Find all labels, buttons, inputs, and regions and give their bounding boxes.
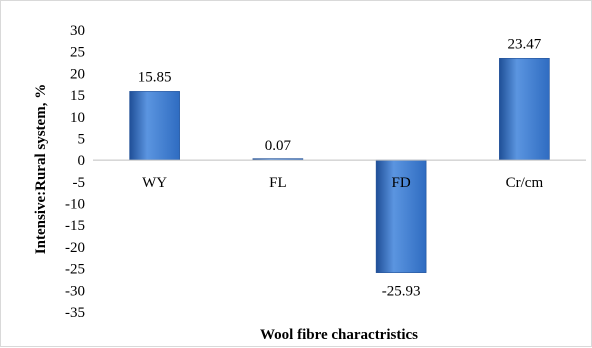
- data-label: -25.93: [382, 284, 421, 300]
- category-labels: WY FL FD Cr/cm: [142, 175, 543, 191]
- data-label: 15.85: [138, 69, 172, 85]
- category-label: FL: [269, 175, 287, 191]
- y-tick-label: -25: [65, 262, 85, 278]
- category-label: WY: [142, 175, 167, 191]
- y-tick-label: 0: [78, 153, 86, 169]
- y-tick-label: -35: [65, 305, 85, 321]
- y-tick-label: 15: [70, 88, 85, 104]
- x-axis-title: Wool fibre charactristics: [260, 327, 418, 343]
- y-tick-label: -30: [65, 283, 85, 299]
- y-axis-title: Intensive:Rural system, %: [33, 84, 49, 254]
- y-tick-label: 20: [70, 66, 85, 82]
- bars: [129, 58, 550, 273]
- y-tick-label: -5: [73, 175, 86, 191]
- data-labels: 15.85 0.07 -25.93 23.47: [138, 36, 542, 299]
- y-axis-ticks: -35 -30 -25 -20 -15 -10 -5 0 5 10 15 20 25 30: [65, 23, 85, 321]
- category-label: FD: [392, 175, 411, 191]
- data-label: 23.47: [508, 36, 542, 52]
- y-tick-label: -20: [65, 240, 85, 256]
- y-tick-label: -10: [65, 197, 85, 213]
- y-tick-label: -15: [65, 218, 85, 234]
- data-label: 0.07: [265, 138, 292, 154]
- bar: [129, 91, 180, 161]
- y-tick-label: 10: [70, 110, 85, 126]
- y-tick-label: 5: [78, 131, 86, 147]
- category-label: Cr/cm: [506, 175, 544, 191]
- bar: [375, 159, 427, 273]
- y-tick-label: 25: [70, 45, 85, 61]
- bar: [499, 58, 550, 161]
- y-tick-label: 30: [70, 23, 85, 39]
